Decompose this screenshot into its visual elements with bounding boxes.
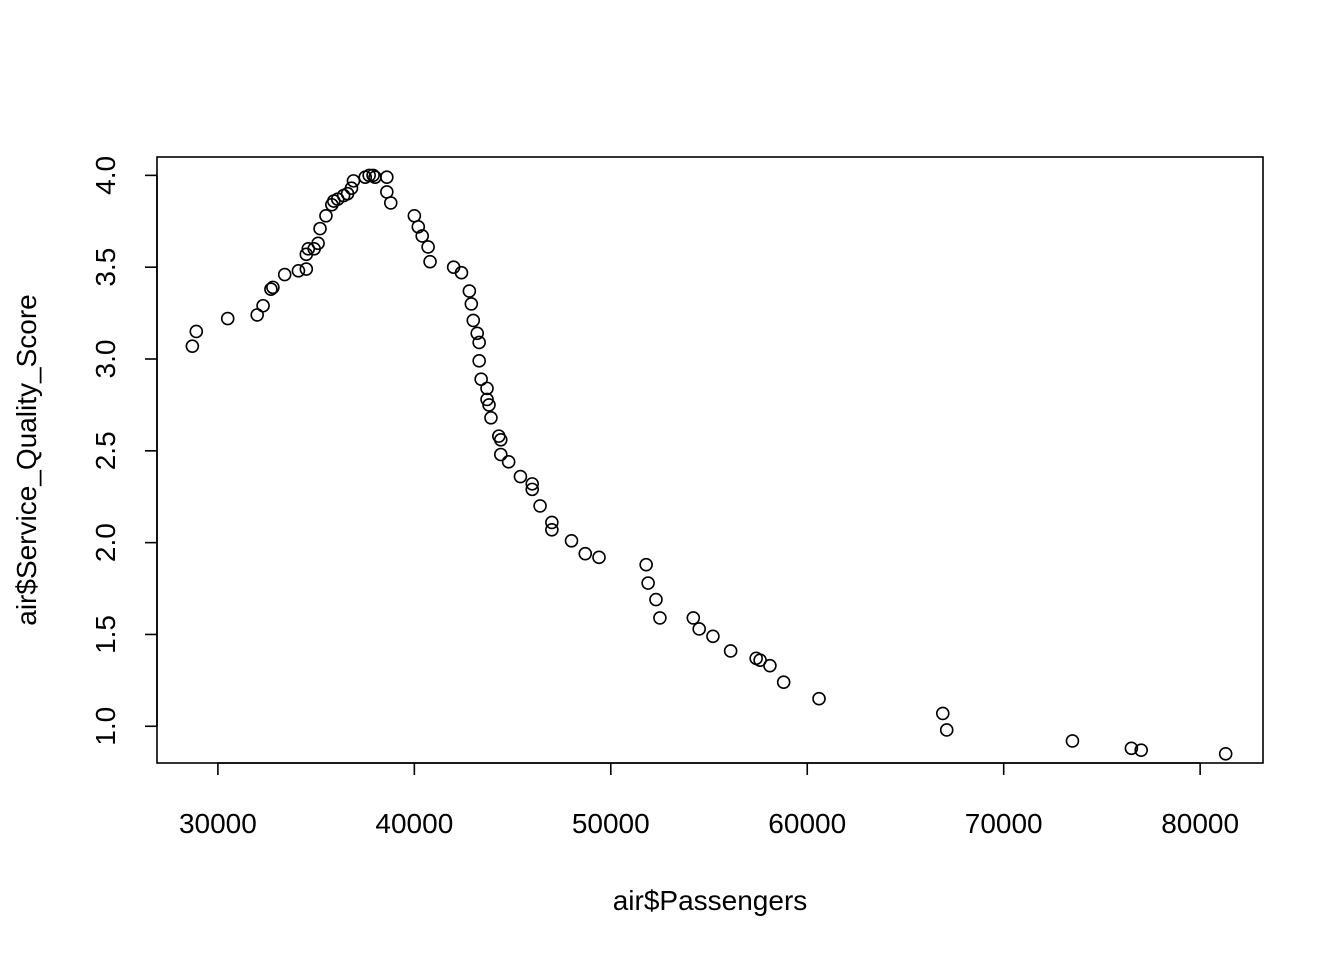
data-point	[493, 447, 508, 462]
data-point	[411, 219, 426, 234]
x-tick-label: 40000	[375, 808, 453, 839]
data-point	[935, 706, 950, 721]
data-point	[220, 311, 235, 326]
y-tick-label: 1.5	[90, 615, 121, 654]
y-tick-label: 2.5	[90, 431, 121, 470]
data-point	[776, 675, 791, 690]
data-point	[578, 546, 593, 561]
data-point	[380, 185, 394, 199]
data-point	[1065, 734, 1080, 748]
data-point	[545, 522, 559, 537]
data-point	[533, 499, 547, 513]
y-tick-label: 3.5	[90, 248, 121, 287]
y-tick-label: 4.0	[90, 156, 121, 195]
data-point	[513, 469, 528, 484]
x-tick-label: 70000	[965, 808, 1043, 839]
data-point	[649, 592, 663, 607]
data-point	[423, 254, 437, 269]
data-point	[706, 629, 720, 644]
data-point	[592, 550, 606, 565]
data-points	[185, 168, 1233, 761]
data-point	[462, 284, 477, 298]
data-point	[383, 196, 398, 210]
data-point	[311, 236, 325, 251]
data-point	[525, 482, 540, 497]
y-axis: 1.0 1.5 2.0 2.5 3.0 3.5 4.0	[90, 156, 158, 746]
data-point	[344, 181, 359, 196]
data-point	[692, 622, 706, 636]
x-tick-label: 80000	[1161, 808, 1239, 839]
data-point	[493, 432, 508, 447]
data-point	[723, 644, 738, 658]
x-tick-label: 60000	[768, 808, 846, 839]
data-point	[484, 410, 498, 425]
data-point	[480, 381, 494, 396]
data-point	[639, 557, 653, 572]
data-point	[482, 398, 496, 412]
data-point	[545, 515, 559, 530]
data-point	[346, 174, 361, 188]
x-tick-label: 30000	[179, 808, 257, 839]
x-tick-label: 50000	[572, 808, 650, 839]
data-point	[421, 240, 435, 254]
data-point	[277, 267, 292, 282]
y-axis-label: air$Service_Quality_Score	[11, 294, 42, 626]
data-point	[185, 339, 200, 353]
data-point	[319, 208, 333, 223]
data-point	[380, 170, 394, 184]
data-point	[256, 298, 270, 313]
data-point	[189, 324, 204, 339]
y-tick-label: 1.0	[90, 707, 121, 746]
data-point	[415, 229, 430, 243]
data-point	[939, 723, 954, 737]
x-axis-label: air$Passengers	[613, 885, 808, 916]
data-point	[472, 354, 486, 368]
data-point	[313, 221, 327, 236]
data-point	[763, 658, 777, 673]
data-point	[480, 392, 494, 407]
y-tick-label: 3.0	[90, 340, 121, 379]
data-point	[466, 313, 481, 328]
data-point	[366, 168, 380, 183]
data-point	[653, 611, 667, 625]
data-point	[525, 477, 540, 491]
y-tick-label: 2.0	[90, 523, 121, 562]
data-point	[1134, 743, 1149, 757]
data-point	[454, 265, 469, 280]
data-point	[299, 262, 314, 276]
data-point	[1218, 747, 1233, 761]
data-point	[812, 691, 826, 706]
data-point	[464, 297, 479, 311]
x-axis: 30000 40000 50000 60000 70000 80000	[179, 762, 1239, 839]
data-point	[1124, 741, 1139, 756]
data-point	[291, 264, 306, 278]
data-point	[564, 533, 579, 548]
data-point	[472, 335, 486, 350]
data-point	[686, 611, 701, 625]
data-point	[641, 576, 655, 590]
data-point	[407, 208, 422, 223]
data-point	[470, 326, 485, 341]
data-point	[264, 282, 278, 297]
data-point	[501, 455, 516, 469]
data-point	[362, 168, 376, 183]
data-point	[266, 280, 280, 295]
